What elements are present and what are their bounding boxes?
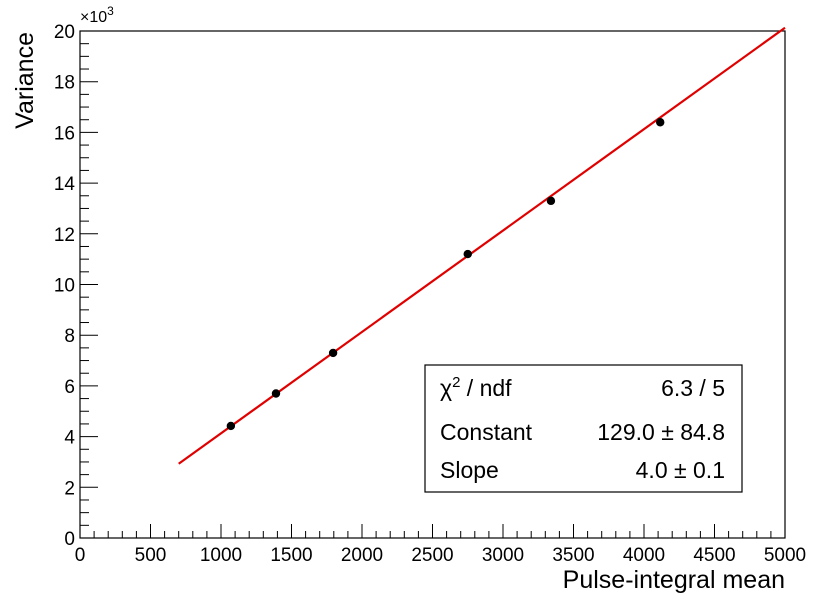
x-tick-label: 1500 bbox=[270, 545, 312, 566]
data-point bbox=[271, 389, 281, 398]
fit-statistics-box: χ2 / ndf 6.3 / 5 Constant 129.0 ± 84.8 S… bbox=[424, 364, 743, 493]
stats-chi2-label: χ2 / ndf bbox=[440, 374, 512, 401]
x-tick-label: 4000 bbox=[623, 545, 665, 566]
y-tick-label: 16 bbox=[54, 123, 75, 144]
data-point bbox=[656, 118, 665, 127]
stats-chi2-value: 6.3 / 5 bbox=[661, 375, 725, 401]
data-point bbox=[226, 421, 236, 431]
y-tick-label: 10 bbox=[54, 276, 75, 297]
fit-line-layer bbox=[178, 26, 786, 465]
x-tick-label: 5000 bbox=[764, 545, 806, 566]
x-axis-title: Pulse-integral mean bbox=[563, 566, 785, 594]
y-tick-label: 20 bbox=[54, 22, 75, 43]
x-tick-label: 0 bbox=[75, 545, 86, 566]
x-tick-label: 4500 bbox=[693, 545, 735, 566]
x-tick-label: 2000 bbox=[341, 545, 383, 566]
x-tick-label: 2500 bbox=[411, 545, 453, 566]
stats-slope-value: 4.0 ± 0.1 bbox=[636, 457, 725, 483]
y-tick-label: 18 bbox=[54, 73, 75, 94]
stats-slope-label: Slope bbox=[440, 457, 499, 483]
fit-line bbox=[178, 26, 786, 465]
stats-constant-value: 129.0 ± 84.8 bbox=[597, 419, 725, 445]
y-tick-label: 14 bbox=[54, 174, 76, 195]
y-tick-label: 0 bbox=[64, 529, 75, 550]
data-point bbox=[546, 196, 556, 206]
y-axis: 0 2 4 6 8 10 12 14 16 18 20 bbox=[54, 22, 98, 550]
x-tick-label: 1000 bbox=[200, 545, 242, 566]
x-tick-label: 500 bbox=[135, 545, 167, 566]
y-tick-label: 4 bbox=[64, 428, 75, 449]
stats-constant-label: Constant bbox=[440, 419, 533, 445]
data-point bbox=[463, 249, 472, 259]
y-tick-label: 6 bbox=[64, 377, 75, 398]
x-tick-label: 3000 bbox=[482, 545, 524, 566]
x-tick-label: 3500 bbox=[552, 545, 594, 566]
data-points-layer bbox=[226, 118, 665, 431]
y-tick-label: 2 bbox=[64, 478, 75, 499]
y-axis-exponent: ×103 bbox=[80, 4, 114, 26]
y-axis-title: Variance bbox=[11, 32, 39, 129]
stats-box-border bbox=[424, 364, 743, 493]
x-axis: 0 500 1000 1500 2000 2500 3000 3500 4000 4500 5000 bbox=[75, 524, 806, 566]
y-tick-label: 8 bbox=[64, 326, 75, 347]
data-point bbox=[328, 348, 338, 358]
y-tick-label: 12 bbox=[54, 225, 75, 246]
